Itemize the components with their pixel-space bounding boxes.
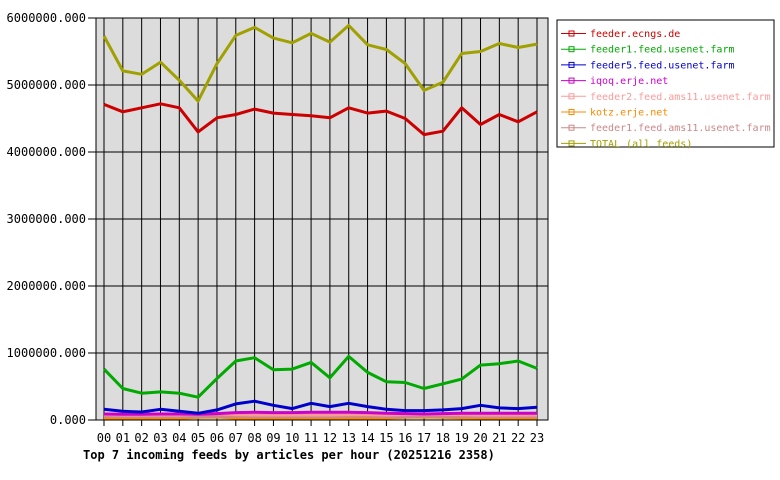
x-tick-label: 09 <box>266 431 280 445</box>
axis-ticks <box>88 17 538 426</box>
y-tick-label: 6000000.000 <box>7 11 86 25</box>
x-tick-label: 16 <box>398 431 412 445</box>
x-tick-label: 08 <box>247 431 261 445</box>
y-tick-label: 0.000 <box>50 413 86 427</box>
x-tick-label: 01 <box>116 431 130 445</box>
legend-marker-point <box>568 140 575 147</box>
x-tick-label: 21 <box>492 431 506 445</box>
y-tick-label: 3000000.000 <box>7 212 86 226</box>
legend-label: feeder5.feed.usenet.farm <box>590 60 735 71</box>
x-tick-label: 03 <box>153 431 167 445</box>
x-tick-label: 15 <box>379 431 393 445</box>
x-tick-label: 12 <box>323 431 337 445</box>
x-tick-label: 00 <box>97 431 111 445</box>
data-series-lines <box>102 23 538 420</box>
legend-marker-point <box>568 124 575 131</box>
series-line-iqoq-erje-net <box>103 410 537 416</box>
legend-marker-point <box>568 109 575 115</box>
x-tick-label: 11 <box>304 431 318 445</box>
legend-label: iqoq.erje.net <box>590 76 668 87</box>
legend-marker-point <box>568 46 575 53</box>
legend-label: feeder1.feed.usenet.farm <box>590 45 735 56</box>
y-axis-labels: 0.000 1000000.000 2000000.000 3000000.000 40… <box>7 11 86 427</box>
y-tick-label: 5000000.000 <box>7 78 86 92</box>
y-tick-label: 2000000.000 <box>7 279 86 293</box>
x-tick-label: 18 <box>436 431 450 445</box>
x-tick-label: 05 <box>191 431 205 445</box>
legend: feeder.ecngs.de feeder1.feed.usenet.farm f… <box>556 19 775 150</box>
x-tick-label: 23 <box>530 431 544 445</box>
x-tick-label: 13 <box>342 431 356 445</box>
x-tick-label: 04 <box>172 431 186 445</box>
legend-marker-point <box>568 61 575 68</box>
x-tick-label: 06 <box>210 431 224 445</box>
legend-marker-point <box>568 77 575 84</box>
y-tick-label: 1000000.000 <box>7 346 86 360</box>
series-line-total-all-feeds- <box>102 23 538 103</box>
x-tick-label: 20 <box>473 431 487 445</box>
series-line-feeder1-feed-usenet-farm <box>102 354 538 399</box>
x-tick-label: 02 <box>134 431 148 445</box>
y-tick-label: 4000000.000 <box>7 145 86 159</box>
x-tick-label: 14 <box>360 431 374 445</box>
legend-label: feeder2.feed.ams11.usenet.farm <box>590 92 771 103</box>
series-line-feeder-ecngs-de <box>103 102 538 137</box>
legend-label: TOTAL (all feeds) <box>590 139 692 150</box>
legend-label: feeder.ecngs.de <box>590 29 680 40</box>
x-tick-label: 10 <box>285 431 299 445</box>
series-line-feeder5-feed-usenet-farm <box>103 399 538 415</box>
x-axis-labels: 00 01 02 03 04 05 06 07 08 09 10 11 12 13 14 15 16 17 18 19… <box>97 431 544 445</box>
legend-label: kotz.erje.net <box>590 108 668 119</box>
legend-marker-point <box>568 30 575 37</box>
legend-label: feeder1.feed.ams11.usenet.farm <box>590 123 771 134</box>
grid-lines <box>96 17 548 421</box>
x-tick-label: 19 <box>454 431 468 445</box>
legend-box <box>556 19 775 148</box>
chart-title: Top 7 incoming feeds by articles per hou… <box>83 448 495 462</box>
x-tick-label: 07 <box>229 431 243 445</box>
x-tick-label: 22 <box>511 431 525 445</box>
legend-marker-point <box>568 93 575 100</box>
x-tick-label: 17 <box>417 431 431 445</box>
